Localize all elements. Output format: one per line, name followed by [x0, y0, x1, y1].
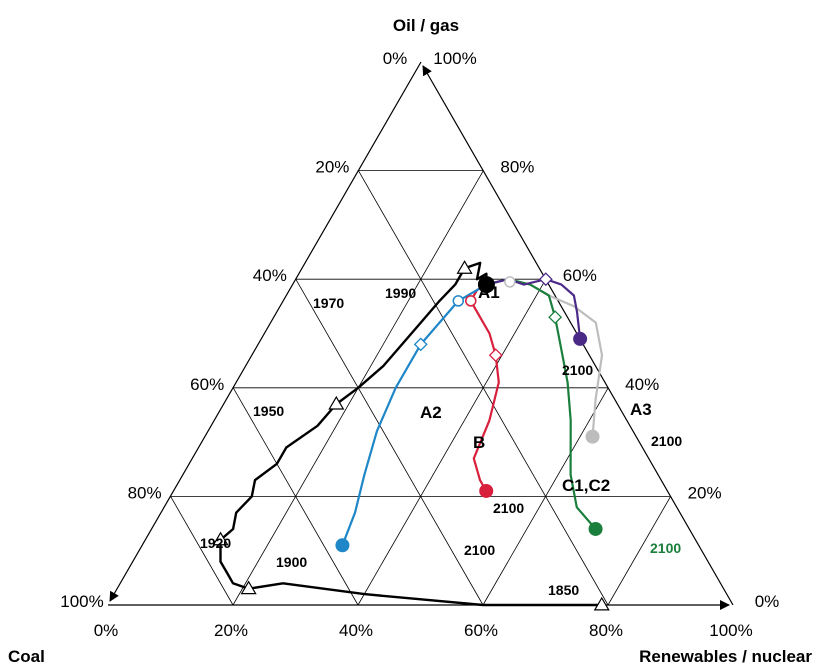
end-point-b	[479, 483, 494, 498]
end-point-c1-c2	[588, 521, 603, 536]
end-label-a3: 2100	[651, 433, 682, 449]
milestone-label-1970: 1970	[313, 295, 344, 311]
bottom-tick-label: 0%	[94, 621, 119, 640]
marker-layer	[212, 260, 610, 611]
bottom-tick-label: 80%	[589, 621, 623, 640]
grid-line-renew-4	[607, 496, 671, 606]
end-point-a1	[573, 331, 588, 346]
series-name-b: B	[473, 433, 485, 452]
bottom-tick-label: 20%	[214, 621, 248, 640]
end-point-a3	[585, 429, 600, 444]
bottom-tick-label: 100%	[709, 621, 752, 640]
series-name-a2: A2	[420, 403, 442, 422]
milestone-marker-1950	[328, 395, 345, 410]
left-axis-title: Coal	[8, 647, 45, 666]
milestone-marker-1900	[240, 580, 257, 595]
left-axis-arrow	[109, 61, 422, 602]
left-tick-label: 40%	[253, 266, 287, 285]
right-axis-title: Renewables / nuclear	[639, 647, 812, 666]
start-label-1990: 1990	[385, 285, 416, 301]
end-label-c: 2100	[650, 540, 681, 556]
series-line-a3	[486, 278, 604, 437]
triangle-grid	[108, 61, 734, 610]
left-tick-label: 20%	[315, 158, 349, 177]
grid-line-coal-4	[170, 496, 234, 606]
milestone-label-1920: 1920	[200, 535, 231, 551]
b-diamond-marker	[488, 348, 503, 363]
right-tick-label: 40%	[625, 375, 659, 394]
milestone-marker-1970	[456, 260, 473, 274]
a2-circle-marker	[452, 295, 465, 307]
grid-line-coal-2	[295, 279, 484, 606]
right-tick-label: 100%	[433, 49, 476, 68]
bottom-tick-label: 40%	[339, 621, 373, 640]
grid-line-renew-2	[357, 279, 547, 606]
labels-layer: 0% 20% 40% 60% 80% 100%0%20%40%60%80%100% 0%20…	[60, 49, 779, 640]
milestone-label-1950: 1950	[253, 403, 284, 419]
a3-circle-marker	[504, 276, 516, 288]
grid-line-coal-3	[232, 387, 359, 606]
left-tick-label: 60%	[190, 375, 224, 394]
right-tick-label: 20%	[688, 483, 722, 502]
b-circle-marker	[465, 295, 477, 307]
a2-diamond-marker	[413, 337, 428, 352]
bottom-tick-label: 60%	[464, 621, 498, 640]
left-tick-label: 80%	[128, 483, 162, 502]
series-line-c1-c2	[486, 278, 597, 530]
series-line-historical	[219, 261, 602, 607]
a1-diamond-marker	[538, 272, 553, 287]
right-tick-label: 80%	[500, 158, 534, 177]
series-name-c: C1,C2	[562, 476, 610, 495]
end-label-a2: 2100	[464, 542, 495, 558]
start-point-1990	[477, 276, 495, 294]
end-label-a1: 2100	[562, 362, 593, 378]
top-axis-title: Oil / gas	[393, 16, 459, 35]
milestone-marker-1850	[593, 596, 610, 611]
right-tick-label: 60%	[563, 266, 597, 285]
end-label-b: 2100	[493, 500, 524, 516]
right-tick-label: 0%	[755, 592, 780, 611]
milestone-marker-1920	[212, 531, 229, 546]
milestone-label-1850: 1850	[548, 582, 579, 598]
series-layer	[219, 261, 604, 607]
series-name-a3: A3	[630, 400, 652, 419]
left-tick-label: 100%	[60, 592, 103, 611]
grid-line-renew-3	[482, 387, 609, 606]
c-diamond-marker	[548, 310, 563, 325]
series-line-a1	[486, 278, 582, 340]
milestone-label-1900: 1900	[276, 554, 307, 570]
series-name-a1: A1	[478, 283, 500, 302]
series-line-a2	[341, 283, 487, 546]
left-tick-label: 0%	[383, 49, 408, 68]
end-point-a2	[335, 538, 350, 553]
